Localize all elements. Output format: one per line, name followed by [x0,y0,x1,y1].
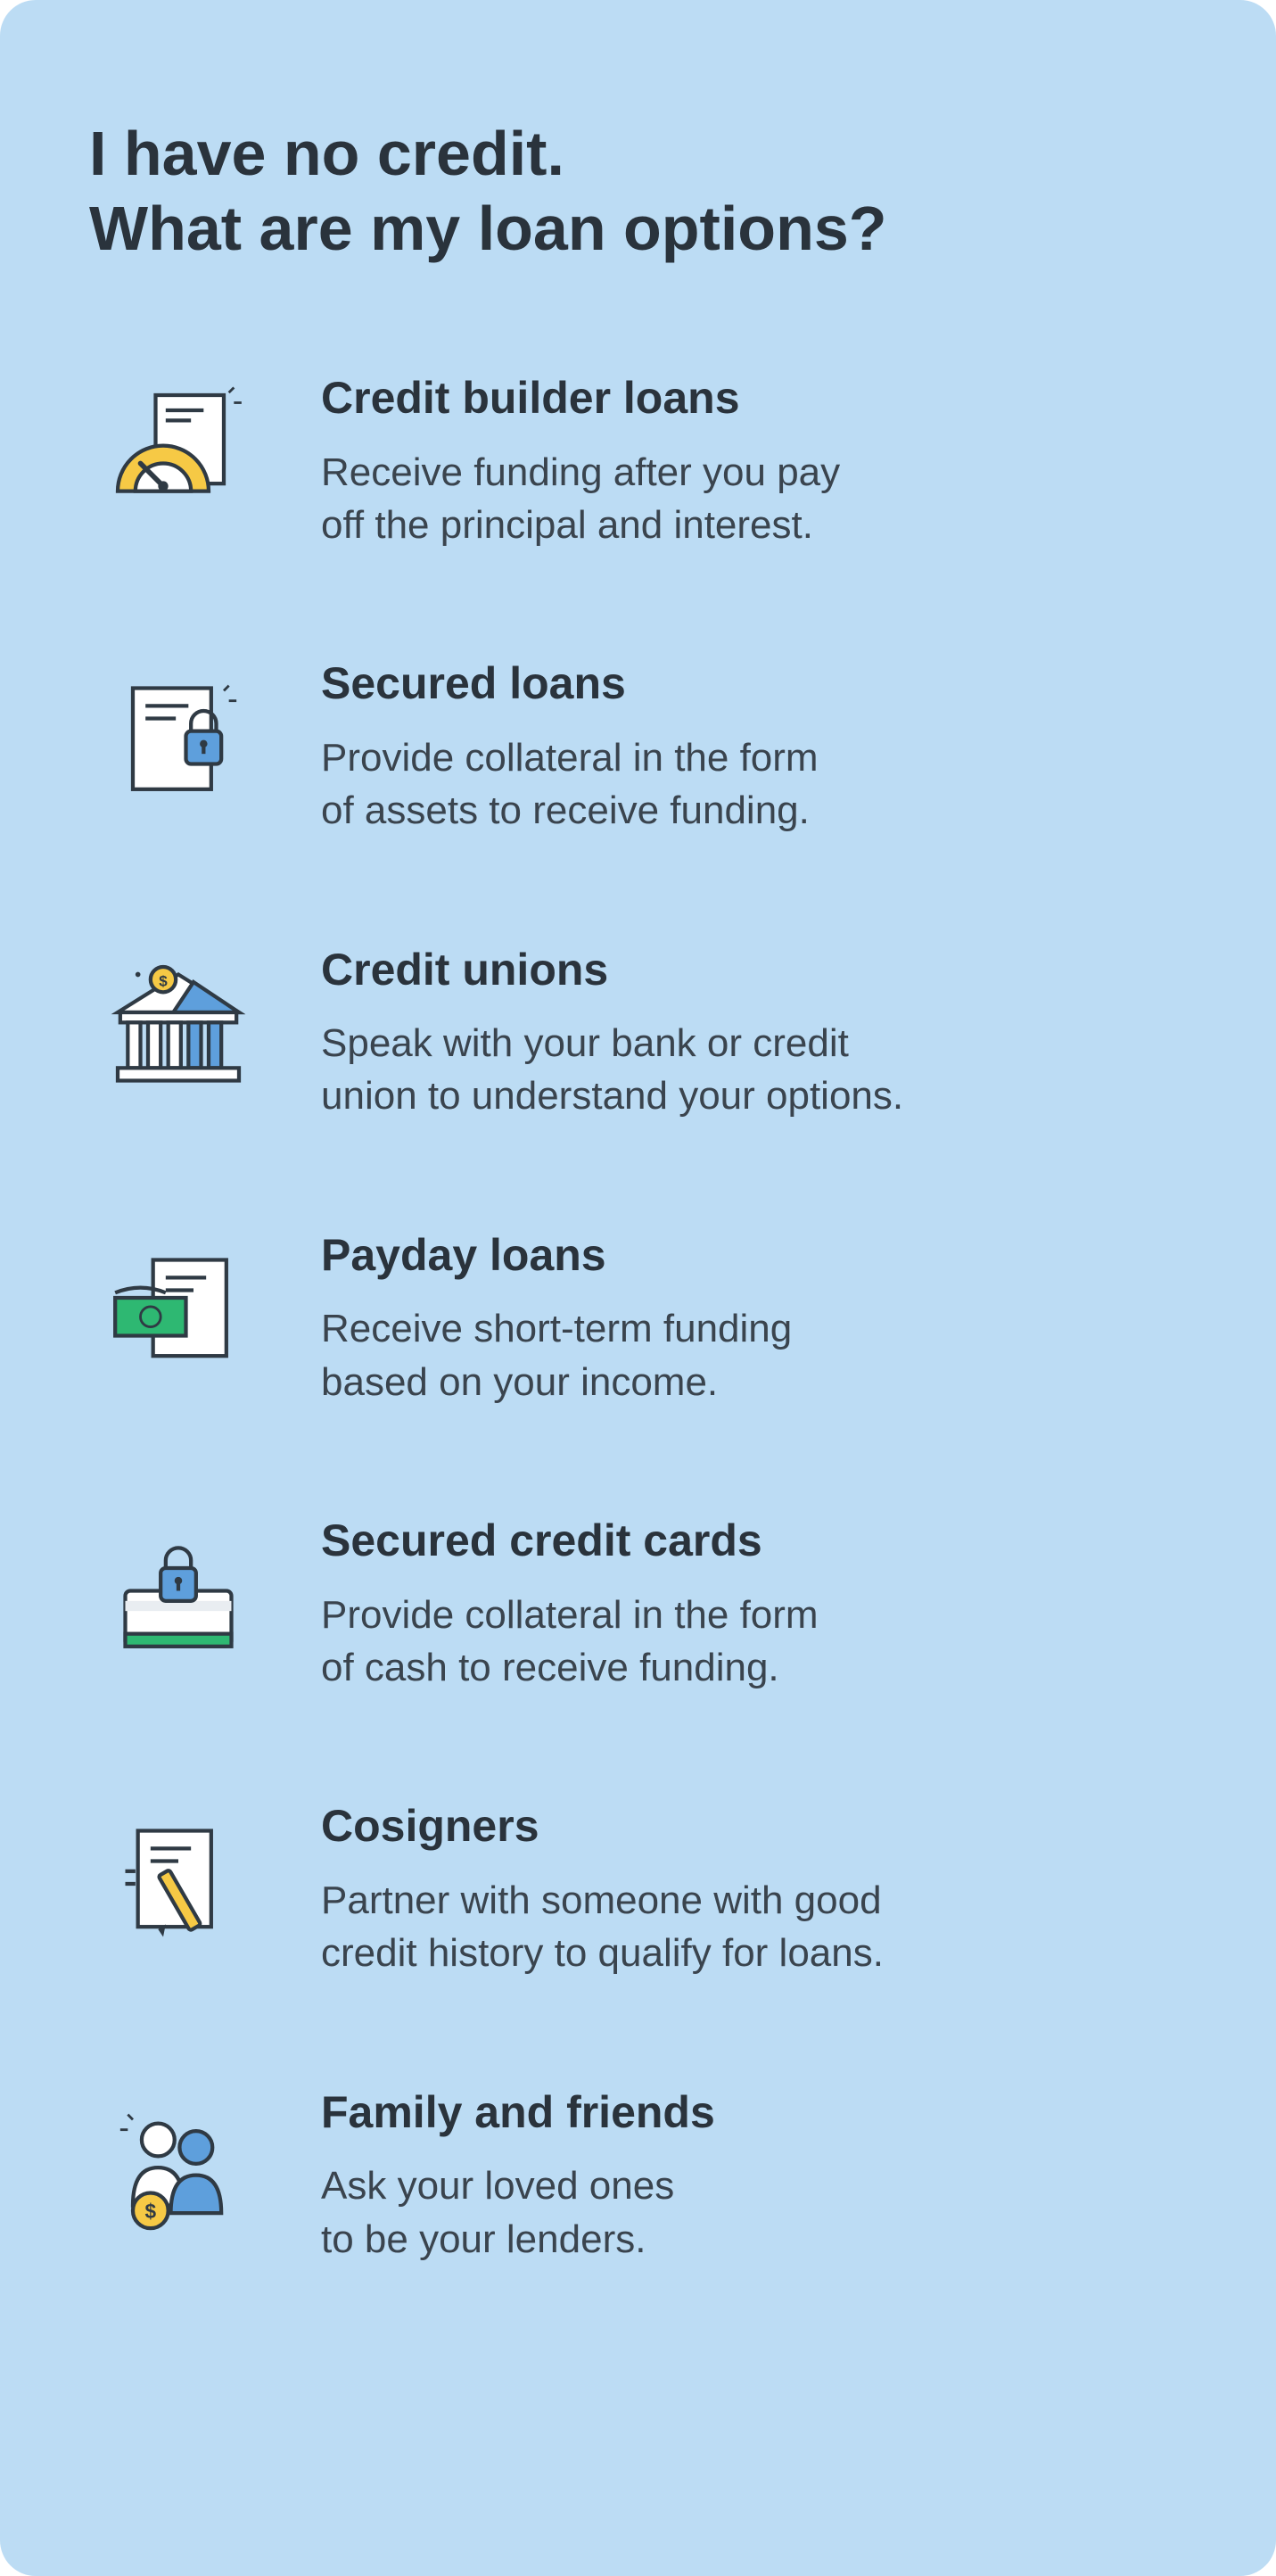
list-item: $ Family and friends Ask your loved ones… [89,2087,1187,2266]
list-item: Secured credit cards Provide collateral … [89,1515,1187,1694]
item-desc: Provide collateral in the form of assets… [321,731,1187,838]
item-desc: Ask your loved ones to be your lenders. [321,2159,1187,2266]
lock-card-icon [89,1515,268,1674]
item-title: Family and friends [321,2087,1187,2139]
item-desc: Receive short-term funding based on your… [321,1302,1187,1408]
pen-doc-icon [89,1801,268,1960]
people-coin-icon: $ [89,2087,268,2246]
title-line-2: What are my loan options? [89,194,887,263]
lock-doc-icon [89,658,268,817]
item-title: Secured loans [321,658,1187,710]
item-title: Credit builder loans [321,373,1187,425]
item-title: Cosigners [321,1801,1187,1853]
svg-text:$: $ [145,2200,157,2223]
item-desc: Receive funding after you pay off the pr… [321,446,1187,552]
item-desc: Provide collateral in the form of cash t… [321,1589,1187,1695]
item-desc: Partner with someone with good credit hi… [321,1874,1187,1980]
item-desc: Speak with your bank or credit union to … [321,1017,1187,1123]
list-item: Cosigners Partner with someone with good… [89,1801,1187,1979]
gauge-doc-icon [89,373,268,532]
cash-doc-icon [89,1230,268,1389]
item-title: Secured credit cards [321,1515,1187,1567]
item-title: Credit unions [321,945,1187,996]
svg-text:$: $ [159,972,168,989]
bank-icon: $ [89,945,268,1103]
item-title: Payday loans [321,1230,1187,1282]
item-list: Credit builder loans Receive funding aft… [89,373,1187,2266]
page-title: I have no credit. What are my loan optio… [89,116,1187,266]
list-item: Payday loans Receive short-term funding … [89,1230,1187,1408]
list-item: $ Credit unions Speak with your bank or … [89,945,1187,1123]
list-item: Secured loans Provide collateral in the … [89,658,1187,837]
title-line-1: I have no credit. [89,119,564,188]
list-item: Credit builder loans Receive funding aft… [89,373,1187,551]
infographic-card: I have no credit. What are my loan optio… [0,0,1276,2576]
